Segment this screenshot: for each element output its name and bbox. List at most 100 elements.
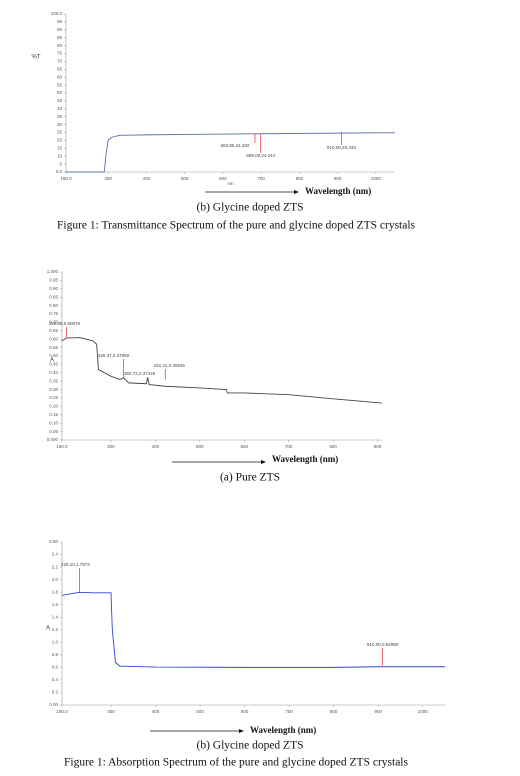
x-tick-label: 900 xyxy=(334,176,342,181)
y-tick-label: 0.00 xyxy=(49,702,58,707)
y-tick-label: 50 xyxy=(57,90,63,95)
x-tick-label: 900 xyxy=(374,444,382,449)
x-tick-label: 190.0 xyxy=(56,444,68,449)
annotation-label: 699.00,24.244 xyxy=(246,153,275,158)
y-tick-label: 0.55 xyxy=(49,345,58,350)
x-tick-label: 500 xyxy=(196,709,204,714)
x-tick-label: 400 xyxy=(152,709,160,714)
y-tick-label: 0.4 xyxy=(52,677,59,682)
y-tick-label: 20 xyxy=(57,138,63,143)
x-tick-label: 400 xyxy=(143,176,151,181)
y-tick-label: 1.6 xyxy=(52,602,59,607)
y-tick-label: 100.0 xyxy=(51,11,63,16)
x-tick-label: 300 xyxy=(107,709,115,714)
y-tick-label: 1.2 xyxy=(52,627,59,632)
annotation-label: 910.00,25.433 xyxy=(327,145,356,150)
y-tick-label: 25 xyxy=(57,130,63,135)
y-tick-label: 0.45 xyxy=(49,362,58,367)
caption: Figure 1: Absorption Spectrum of the pur… xyxy=(64,757,409,769)
y-tick-label: 95 xyxy=(57,19,63,24)
y-tick-label: 0.0 xyxy=(56,169,63,174)
y-tick-label: 70 xyxy=(57,59,63,64)
spectrum-line xyxy=(61,591,445,668)
annotation-label: 422.31,0.35926 xyxy=(154,363,186,368)
y-tick-label: 1.8 xyxy=(52,589,59,594)
y-tick-label: 0.000 xyxy=(47,437,59,442)
y-tick-label: 65 xyxy=(57,66,63,71)
x-tick-label: 800 xyxy=(329,444,337,449)
y-tick-label: 0.75 xyxy=(49,311,58,316)
annotation-label: 229.10,1.7972 xyxy=(61,562,90,567)
annotation-label: 910.00,0.62980 xyxy=(367,642,399,647)
y-tick-label: 0.8 xyxy=(52,652,59,657)
y-tick-label: 0.20 xyxy=(49,404,58,409)
x-tick-label: 190.0 xyxy=(56,709,68,714)
y-axis-label: %T xyxy=(32,55,41,61)
x-tick-label: 600 xyxy=(241,709,249,714)
subcaption: (b) Glycine doped ZTS xyxy=(197,202,304,214)
y-tick-label: 1.4 xyxy=(52,614,59,619)
subcaption: (a) Pure ZTS xyxy=(220,472,280,484)
y-tick-label: 1.0 xyxy=(52,639,59,644)
y-tick-label: 0.30 xyxy=(49,387,58,392)
spectrum-line xyxy=(61,337,383,404)
arrow-head xyxy=(294,190,299,194)
annotation-label: 382.72,0.37445 xyxy=(124,371,156,376)
y-tick-label: 0.10 xyxy=(49,420,58,425)
y-tick-label: 0.2 xyxy=(52,690,59,695)
y-tick-label: 80 xyxy=(57,43,63,48)
y-tick-label: 40 xyxy=(57,106,63,111)
y-tick-label: 0.35 xyxy=(49,378,58,383)
x-tick-label: 1000 xyxy=(418,709,429,714)
arrow-head xyxy=(261,460,266,464)
y-tick-label: 0.05 xyxy=(49,429,58,434)
x-tick-label: 500 xyxy=(196,444,204,449)
y-tick-label: 60 xyxy=(57,74,63,79)
y-tick-label: 0.95 xyxy=(49,278,58,283)
x-unit: nm xyxy=(227,181,234,186)
y-tick-label: 0.80 xyxy=(49,303,58,308)
arrow-head xyxy=(239,729,244,733)
y-tick-label: 0.90 xyxy=(49,286,58,291)
annotation-label: 199.86,0.60678 xyxy=(49,321,81,326)
y-axis-label: A xyxy=(50,358,54,364)
annotation-label: 328.37,0.37069 xyxy=(98,353,130,358)
y-tick-label: 75 xyxy=(57,51,63,56)
y-tick-label: 0.25 xyxy=(49,395,58,400)
y-tick-label: 35 xyxy=(57,114,63,119)
y-tick-label: 85 xyxy=(57,35,63,40)
y-axis-label: A xyxy=(46,626,50,632)
y-tick-label: 45 xyxy=(57,98,63,103)
x-tick-label: 1000 xyxy=(371,176,382,181)
y-tick-label: 0.6 xyxy=(52,665,59,670)
x-tick-label: 300 xyxy=(104,176,112,181)
y-tick-label: 0.85 xyxy=(49,294,58,299)
y-tick-label: 30 xyxy=(57,122,63,127)
y-tick-label: 2.4 xyxy=(52,552,59,557)
y-tick-label: 0.65 xyxy=(49,328,58,333)
y-tick-label: 2.2 xyxy=(52,564,59,569)
x-tick-label: 600 xyxy=(240,444,248,449)
x-tick-label: 700 xyxy=(285,444,293,449)
x-axis-label: Wavelength (nm) xyxy=(305,186,371,196)
y-tick-label: 0.50 xyxy=(49,353,58,358)
y-tick-label: 5 xyxy=(59,161,62,166)
x-tick-label: 800 xyxy=(296,176,304,181)
y-tick-label: 90 xyxy=(57,27,63,32)
y-tick-label: 0.40 xyxy=(49,370,58,375)
y-tick-label: 2.0 xyxy=(52,577,59,582)
y-tick-label: 15 xyxy=(57,145,63,150)
y-tick-label: 2.60 xyxy=(49,539,58,544)
x-tick-label: 700 xyxy=(285,709,293,714)
x-tick-label: 400 xyxy=(152,444,160,449)
y-tick-label: 55 xyxy=(57,82,63,87)
spectrum-line xyxy=(66,132,395,173)
y-tick-label: 0.70 xyxy=(49,320,58,325)
x-tick-label: 300 xyxy=(107,444,115,449)
caption: Figure 1: Transmittance Spectrum of the … xyxy=(57,220,416,232)
y-tick-label: 0.15 xyxy=(49,412,58,417)
y-tick-label: 10 xyxy=(57,153,63,158)
x-axis-label: Wavelength (nm) xyxy=(250,725,316,735)
x-tick-label: 800 xyxy=(330,709,338,714)
